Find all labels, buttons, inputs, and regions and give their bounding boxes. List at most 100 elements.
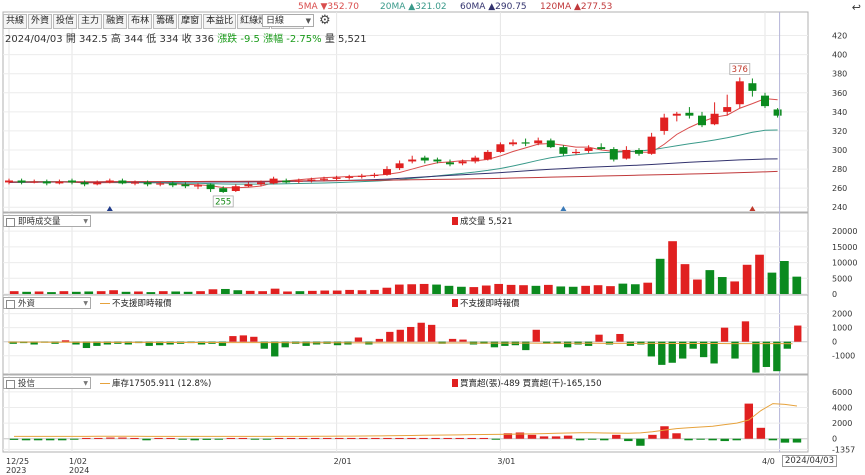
high-price-label: 376 — [732, 65, 748, 75]
candle-body — [17, 180, 26, 183]
foreign-bar — [658, 341, 666, 365]
gear-icon[interactable]: ⚙ — [319, 13, 331, 28]
trust-bar — [322, 437, 332, 439]
volume-bar — [780, 261, 789, 294]
trust-tick: 2000 — [832, 419, 852, 428]
foreign-bar — [375, 338, 384, 342]
volume-bar — [481, 285, 491, 294]
candle-body — [105, 180, 114, 183]
event-marker — [106, 206, 113, 211]
volume-bar — [755, 254, 764, 294]
trust-bar — [636, 438, 645, 446]
chevron-down-icon: ▼ — [305, 17, 311, 25]
trust-tick: 0 — [832, 435, 837, 444]
foreign-bar — [229, 336, 237, 342]
trust-panel-select[interactable]: 投信 ▼ — [3, 377, 91, 389]
period-value: 日線 — [266, 16, 285, 26]
price-tick: 340 — [832, 108, 847, 117]
back-icon[interactable]: ↩ — [851, 1, 861, 14]
trust-bar — [310, 437, 320, 439]
tab-5[interactable]: 布林 — [128, 14, 153, 29]
candle-body — [471, 157, 480, 162]
foreign-line-legend-text: 不支援即時報價 — [112, 299, 172, 309]
legend-swatch — [452, 299, 458, 307]
candle-body — [710, 113, 719, 125]
tab-8[interactable]: 本益比 — [203, 14, 237, 29]
candle-body — [307, 179, 316, 181]
trust-bar — [45, 438, 55, 441]
foreign-bar — [783, 341, 791, 349]
candle-body — [584, 148, 593, 151]
info-low: 低 334 — [146, 34, 179, 45]
info-open: 開 342.5 — [65, 34, 108, 45]
candle-body — [672, 113, 681, 116]
tab-4[interactable]: 融資 — [103, 14, 128, 29]
tab-1[interactable]: 外資 — [28, 14, 53, 29]
tab-0[interactable]: 共線 — [3, 14, 28, 29]
period-select[interactable]: 日線 ▼ — [262, 14, 314, 27]
tab-2[interactable]: 投信 — [53, 14, 78, 29]
event-marker — [560, 206, 567, 211]
low-price-label: 255 — [215, 197, 231, 207]
trust-bar — [130, 437, 139, 439]
foreign-bar — [699, 341, 708, 358]
trust-bar — [262, 438, 272, 440]
candle-body — [609, 149, 618, 160]
tab-7[interactable]: 摩窗 — [178, 14, 203, 29]
tab-6[interactable]: 籌碼 — [153, 14, 178, 29]
volume-tick: 20000 — [832, 227, 857, 236]
legend-swatch — [452, 217, 458, 225]
candle-body — [773, 109, 782, 116]
volume-bar — [630, 284, 640, 294]
legend-line — [100, 383, 110, 384]
tab-3[interactable]: 主力 — [78, 14, 103, 29]
foreign-bar — [647, 341, 655, 357]
foreign-bar — [281, 341, 289, 348]
candle-body — [748, 83, 757, 91]
volume-bar — [717, 277, 727, 294]
candle-body — [698, 115, 706, 126]
foreign-bar — [731, 341, 739, 359]
foreign-panel-select[interactable]: 外資 ▼ — [3, 297, 91, 309]
volume-bar — [307, 290, 317, 294]
checkbox-icon — [6, 300, 15, 309]
trust-bar — [563, 435, 573, 439]
price-tick: 280 — [832, 165, 847, 174]
trust-bar — [455, 437, 464, 439]
volume-tick: 10000 — [832, 259, 857, 268]
trust-bar — [9, 438, 19, 440]
foreign-bar — [427, 324, 436, 342]
foreign-bar — [668, 341, 676, 363]
trust-tick: -1357 — [832, 445, 855, 454]
volume-bar — [370, 289, 379, 294]
trust-bar — [250, 438, 260, 440]
trust-bar — [21, 438, 31, 441]
candle-body — [509, 142, 517, 145]
ma-legend-20ma: 20MA ▲321.02 — [380, 2, 447, 12]
trust-bar — [94, 437, 103, 439]
foreign-bar — [595, 334, 603, 342]
foreign-bar — [302, 341, 310, 346]
info-close: 收 336 — [181, 34, 214, 45]
candle-body — [320, 178, 328, 180]
candle-body — [433, 159, 442, 162]
volume-tick: 5000 — [832, 274, 852, 283]
foreign-bar — [679, 341, 687, 359]
candle-body — [168, 183, 177, 186]
volume-bar — [432, 284, 441, 294]
candle-body — [194, 185, 202, 187]
foreign-bar — [260, 341, 268, 349]
foreign-bar — [30, 341, 38, 345]
volume-bar — [84, 291, 94, 294]
trust-bar — [768, 438, 778, 441]
trust-bar — [732, 438, 741, 441]
candle-body — [496, 144, 505, 152]
volume-panel-select[interactable]: 即時成交量 ▼ — [3, 215, 91, 227]
trust-bar — [33, 438, 43, 441]
trust-bar — [744, 403, 754, 439]
trust-bar — [431, 437, 440, 439]
candle-body — [660, 117, 669, 131]
volume-bar — [568, 286, 578, 294]
price-tick: 260 — [832, 184, 847, 193]
candle-body — [622, 150, 631, 159]
